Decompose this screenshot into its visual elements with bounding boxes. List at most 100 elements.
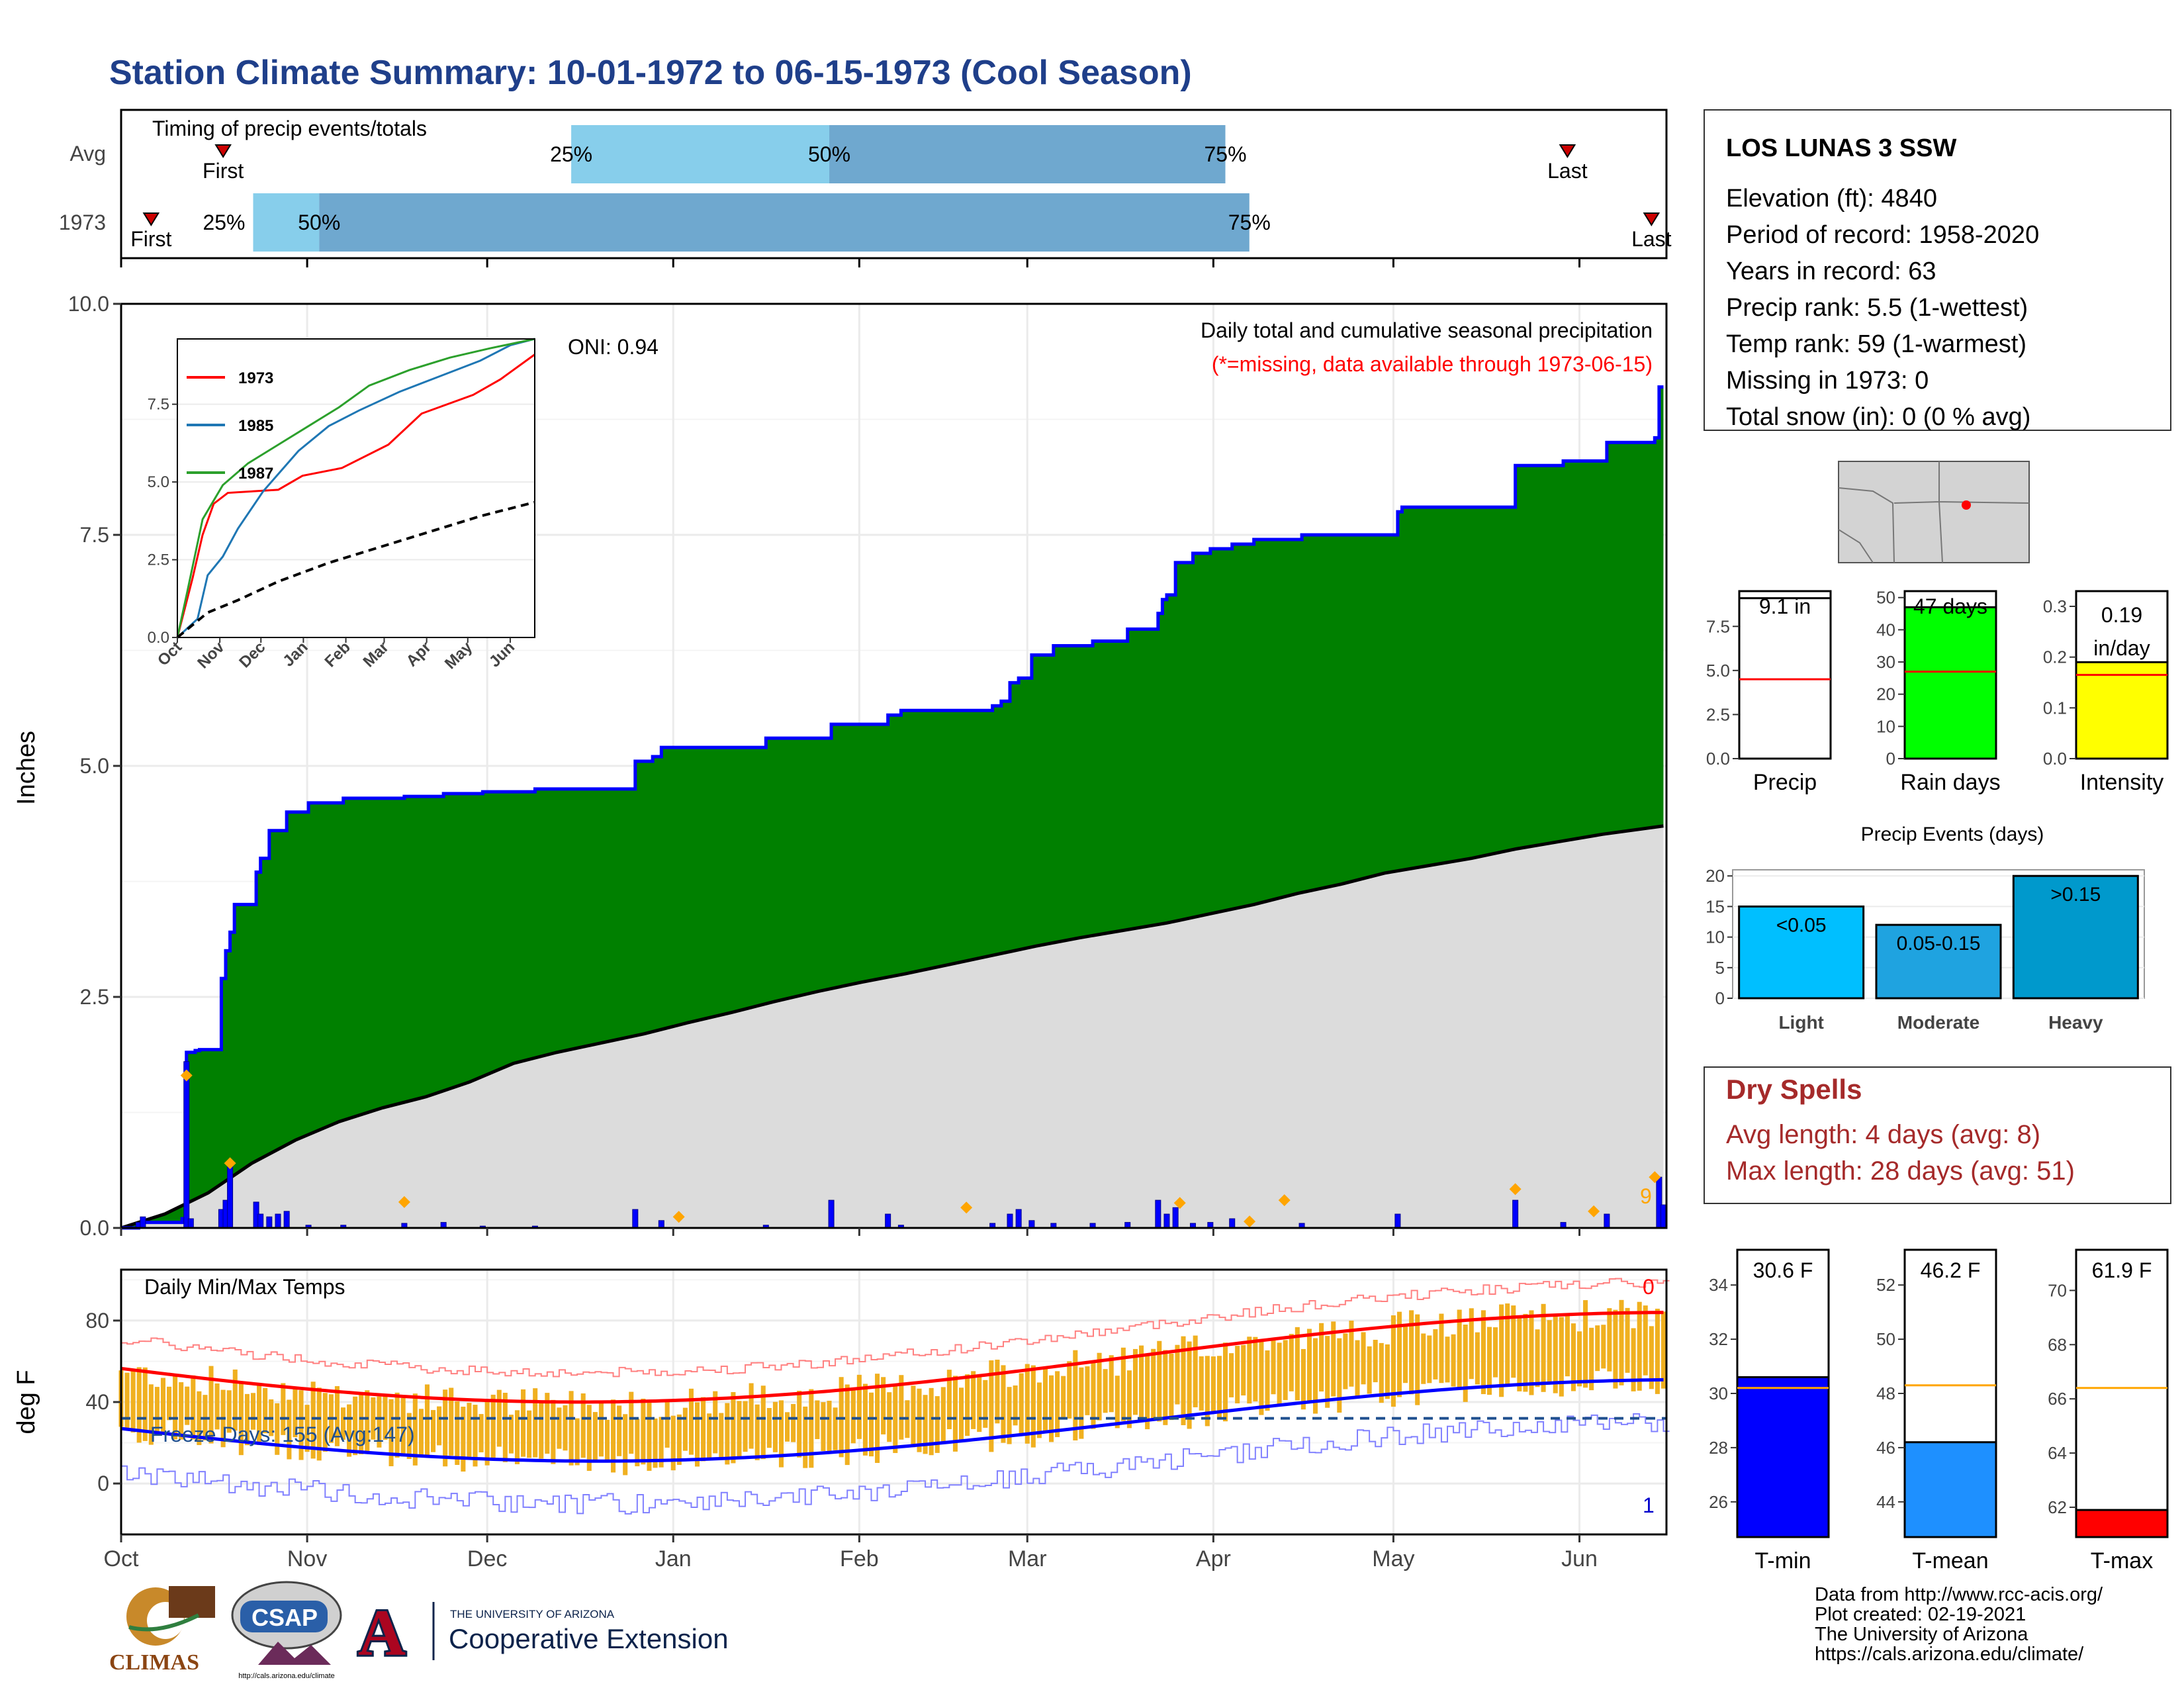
daily-temp-bar [1049,1375,1054,1442]
daily-temp-bar [551,1399,556,1464]
daily-temp-bar [412,1393,418,1466]
inset-legend-label: 1987 [238,465,273,483]
daily-temp-bar [496,1389,502,1447]
daily-temp-bar [1013,1385,1018,1426]
daily-temp-bar [443,1389,448,1467]
month-label: Nov [287,1546,327,1571]
daily-precip-bar [283,1211,290,1229]
daily-temp-bar [1427,1335,1432,1383]
inset-legend-label: 1973 [238,369,273,387]
daily-temp-bar [1300,1348,1306,1410]
daily-temp-bar [1649,1326,1654,1389]
precip-y-tick-label: 5.0 [80,754,109,778]
daily-precip-bar [183,1061,190,1229]
daily-temp-bar [1343,1333,1348,1389]
daily-temp-bar [148,1384,154,1445]
daily-temp-bar [1361,1332,1366,1385]
daily-temp-bar [1535,1329,1540,1387]
daily-temp-bar [1583,1300,1588,1388]
record-daily-marker [180,1069,193,1082]
daily-temp-bar [1169,1353,1174,1421]
daily-temp-bar [737,1401,742,1457]
daily-temp-bar [1517,1318,1522,1391]
inset-series-line [176,338,535,639]
summary-bar-chart: 0.0 0.1 0.2 0.3 Intensity 0.19 in/day [2043,590,2169,795]
events-y-tick-label: 0 [1715,988,1725,1008]
precip-chart-title: Daily total and cumulative seasonal prec… [1201,318,1653,342]
temp-y-axis-label: deg F [13,1370,40,1434]
daily-temp-bar [983,1380,988,1428]
daily-temp-bar [629,1391,634,1454]
daily-temp-bar [257,1383,262,1445]
daily-temp-bar [310,1382,316,1459]
daily-precip-bar [1015,1209,1022,1229]
daily-temp-bar [785,1412,790,1442]
summary-value-bar [1903,1441,1997,1538]
summary-y-tick-label: 20 [1876,684,1895,704]
daily-temp-bar [1589,1327,1594,1391]
footer-credits: Data from http://www.rcc-acis.org/ Plot … [1815,1584,2103,1665]
daily-temp-bar [707,1413,712,1460]
daily-temp-bar [1595,1325,1600,1372]
daily-temp-bar [1157,1340,1162,1422]
daily-precip-bar [266,1216,273,1229]
daily-temp-bar [304,1405,310,1452]
daily-temp-bar [827,1401,832,1454]
daily-temp-bar [136,1367,142,1443]
daily-temp-bar [293,1388,298,1438]
station-location-marker [1962,500,1971,510]
daily-temp-bar [154,1387,159,1434]
daily-temp-bar [977,1375,982,1432]
daily-temp-bar [1210,1356,1216,1411]
daily-temp-bar [371,1397,376,1440]
daily-temp-bar [191,1375,196,1440]
daily-temp-bar [1187,1341,1192,1429]
daily-temp-bar [1613,1309,1618,1389]
summary-category-label: Rain days [1900,770,2000,795]
daily-temp-bar [1505,1303,1510,1387]
daily-temp-bar [502,1393,508,1462]
daily-temp-bar [1643,1305,1648,1376]
timing-last-marker [1643,212,1661,226]
station-line: Period of record: 1958-2020 [1726,221,2039,249]
month-label: Feb [840,1546,879,1571]
daily-temp-bar [1445,1336,1450,1383]
daily-temp-bar [971,1371,976,1429]
summary-y-tick-label: 7.5 [1706,616,1730,636]
timing-bar-25-50 [253,193,320,252]
dry-spells-title: Dry Spells [1726,1074,1862,1105]
daily-temp-bar [226,1390,232,1433]
summary-y-tick-label: 0.0 [2043,749,2067,769]
daily-temp-bar [1306,1329,1312,1403]
csap-logo: CSAP http://cals.arizona.edu/climate [231,1581,342,1680]
dry-spells-avg: Avg length: 4 days (avg: 8) [1726,1120,2040,1149]
daily-precip-bar [1512,1199,1519,1229]
daily-temp-bar [791,1403,796,1442]
summary-bar-chart: 62 64 66 68 70 T-max 61.9 F [2048,1248,2169,1573]
daily-temp-bar [1349,1321,1354,1387]
daily-temp-bar [592,1412,598,1461]
daily-temp-bar [688,1388,694,1455]
daily-temp-bar [911,1385,916,1448]
daily-temp-bar [1451,1334,1456,1387]
daily-temp-bar [623,1414,628,1476]
daily-temp-bar [868,1392,874,1457]
daily-temp-bar [934,1396,940,1453]
month-label: Mar [1008,1546,1047,1571]
daily-temp-bar [1403,1325,1408,1383]
temp-y-tick-label: 40 [85,1390,109,1414]
daily-temp-bar [527,1410,532,1458]
daily-temp-bar [1199,1356,1204,1411]
temp-y-tick-label: 0 [97,1472,109,1495]
daily-temp-bar [1625,1307,1630,1373]
summary-category-label: Intensity [2080,770,2164,795]
daily-temp-bar [1475,1332,1480,1385]
daily-temp-bar [694,1402,700,1467]
daily-temp-bar [958,1387,964,1442]
daily-precip-bar [1155,1199,1161,1229]
month-label: Jan [655,1546,692,1571]
daily-temp-bar [263,1387,268,1434]
summary-category-label: T-mean [1912,1548,1988,1573]
daily-temp-bar [1247,1336,1252,1404]
timing-bar-50-75 [829,125,1226,183]
